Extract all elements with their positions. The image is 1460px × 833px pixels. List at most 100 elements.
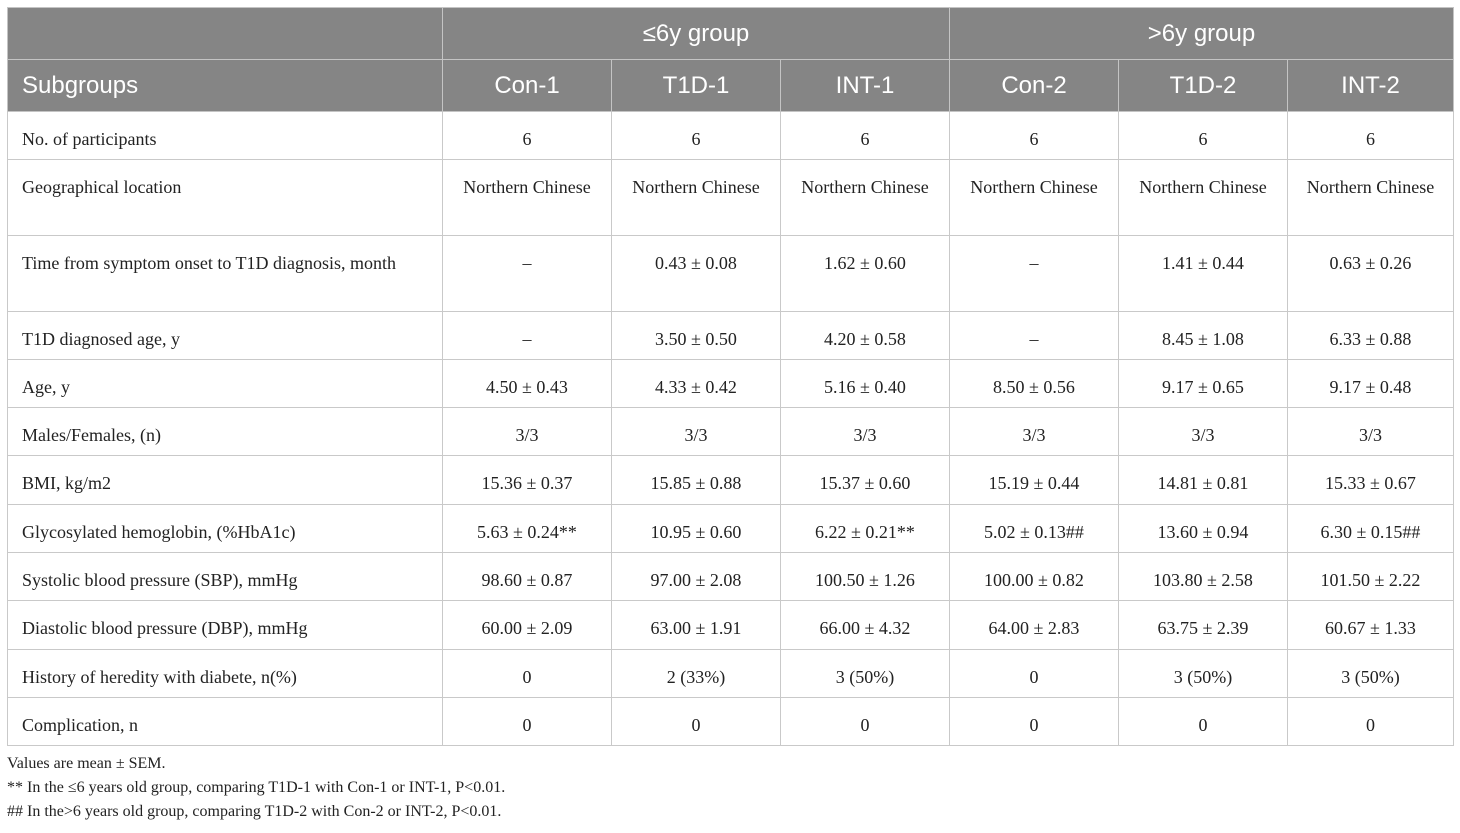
- table-cell: 9.17 ± 0.48: [1287, 359, 1454, 408]
- table-cell: 0.43 ± 0.08: [611, 235, 781, 312]
- row-label: No. of participants: [7, 111, 443, 160]
- column-header-row: Subgroups Con-1 T1D-1 INT-1 Con-2 T1D-2 …: [7, 59, 1454, 112]
- row-label: Complication, n: [7, 697, 443, 746]
- table-row: Age, y 4.50 ± 0.43 4.33 ± 0.42 5.16 ± 0.…: [7, 359, 1454, 408]
- row-label: History of heredity with diabete, n(%): [7, 649, 443, 698]
- column-header: INT-2: [1287, 59, 1454, 112]
- header-empty-cell: [7, 7, 443, 60]
- table-cell: 6: [949, 111, 1119, 160]
- table-cell: 5.63 ± 0.24**: [442, 504, 612, 553]
- table-cell: 3 (50%): [1287, 649, 1454, 698]
- table-cell: 3/3: [780, 407, 950, 456]
- row-label: Geographical location: [7, 159, 443, 236]
- table-cell: 63.00 ± 1.91: [611, 600, 781, 650]
- table-cell: 4.20 ± 0.58: [780, 311, 950, 360]
- table-cell: Northern Chinese: [442, 159, 612, 236]
- table-cell: 0: [442, 649, 612, 698]
- table-row: Geographical location Northern Chinese N…: [7, 159, 1454, 236]
- table-cell: 1.62 ± 0.60: [780, 235, 950, 312]
- table-cell: –: [442, 311, 612, 360]
- column-header: T1D-1: [611, 59, 781, 112]
- table-cell: Northern Chinese: [949, 159, 1119, 236]
- table-cell: 63.75 ± 2.39: [1118, 600, 1288, 650]
- table-cell: 9.17 ± 0.65: [1118, 359, 1288, 408]
- row-label: T1D diagnosed age, y: [7, 311, 443, 360]
- table-row: Males/Females, (n) 3/3 3/3 3/3 3/3 3/3 3…: [7, 407, 1454, 456]
- table-header: ≤6y group >6y group Subgroups Con-1 T1D-…: [7, 7, 1454, 112]
- column-header: Subgroups: [7, 59, 443, 112]
- table-cell: 2 (33%): [611, 649, 781, 698]
- table-cell: 6.30 ± 0.15##: [1287, 504, 1454, 553]
- table-cell: 3/3: [1287, 407, 1454, 456]
- table-row: Complication, n 0 0 0 0 0 0: [7, 697, 1454, 746]
- table-row: Glycosylated hemoglobin, (%HbA1c) 5.63 ±…: [7, 504, 1454, 553]
- row-label: BMI, kg/m2: [7, 455, 443, 505]
- table-cell: 3 (50%): [780, 649, 950, 698]
- footnote-over6: ## In the>6 years old group, comparing T…: [7, 803, 502, 820]
- group-header-under6: ≤6y group: [442, 7, 950, 60]
- group-header-row: ≤6y group >6y group: [7, 7, 1454, 60]
- table-cell: –: [949, 311, 1119, 360]
- table-cell: 60.67 ± 1.33: [1287, 600, 1454, 650]
- group-header-over6: >6y group: [949, 7, 1454, 60]
- row-label: Diastolic blood pressure (DBP), mmHg: [7, 600, 443, 650]
- column-header: Con-1: [442, 59, 612, 112]
- table-cell: 60.00 ± 2.09: [442, 600, 612, 650]
- table-body: No. of participants 6 6 6 6 6 6 Geograph…: [7, 111, 1454, 746]
- table-cell: 6: [780, 111, 950, 160]
- table-cell: 6.33 ± 0.88: [1287, 311, 1454, 360]
- table-cell: 1.41 ± 0.44: [1118, 235, 1288, 312]
- table-row: Time from symptom onset to T1D diagnosis…: [7, 235, 1454, 312]
- column-header: Con-2: [949, 59, 1119, 112]
- table-cell: 0: [1118, 697, 1288, 746]
- table-cell: 0.63 ± 0.26: [1287, 235, 1454, 312]
- table-cell: 15.85 ± 0.88: [611, 455, 781, 505]
- table-cell: 0: [780, 697, 950, 746]
- table-cell: 13.60 ± 0.94: [1118, 504, 1288, 553]
- table-row: Systolic blood pressure (SBP), mmHg 98.6…: [7, 552, 1454, 601]
- table-cell: 6: [1287, 111, 1454, 160]
- row-label: Males/Females, (n): [7, 407, 443, 456]
- table-cell: 6: [442, 111, 612, 160]
- table-cell: Northern Chinese: [1287, 159, 1454, 236]
- table-cell: 3/3: [1118, 407, 1288, 456]
- footnote-under6: ** In the ≤6 years old group, comparing …: [7, 779, 506, 796]
- row-label: Systolic blood pressure (SBP), mmHg: [7, 552, 443, 601]
- table-cell: 64.00 ± 2.83: [949, 600, 1119, 650]
- table-footnotes: Values are mean ± SEM. ** In the ≤6 year…: [7, 752, 1453, 824]
- row-label: Time from symptom onset to T1D diagnosis…: [7, 235, 443, 312]
- table-cell: 4.33 ± 0.42: [611, 359, 781, 408]
- table-cell: 15.33 ± 0.67: [1287, 455, 1454, 505]
- table-cell: 4.50 ± 0.43: [442, 359, 612, 408]
- table-cell: 100.00 ± 0.82: [949, 552, 1119, 601]
- table-cell: 15.37 ± 0.60: [780, 455, 950, 505]
- table-cell: 103.80 ± 2.58: [1118, 552, 1288, 601]
- table-cell: 3/3: [442, 407, 612, 456]
- table-row: BMI, kg/m2 15.36 ± 0.37 15.85 ± 0.88 15.…: [7, 455, 1454, 505]
- table-cell: 0: [442, 697, 612, 746]
- row-label: Glycosylated hemoglobin, (%HbA1c): [7, 504, 443, 553]
- table-cell: 101.50 ± 2.22: [1287, 552, 1454, 601]
- column-header: T1D-2: [1118, 59, 1288, 112]
- table-cell: 0: [949, 649, 1119, 698]
- table-cell: 6.22 ± 0.21**: [780, 504, 950, 553]
- table-cell: 98.60 ± 0.87: [442, 552, 612, 601]
- table-cell: 66.00 ± 4.32: [780, 600, 950, 650]
- table-cell: 6: [611, 111, 781, 160]
- participant-characteristics-table: ≤6y group >6y group Subgroups Con-1 T1D-…: [7, 7, 1454, 746]
- table-cell: Northern Chinese: [780, 159, 950, 236]
- row-label: Age, y: [7, 359, 443, 408]
- table-row: History of heredity with diabete, n(%) 0…: [7, 649, 1454, 698]
- table-cell: 3/3: [611, 407, 781, 456]
- table-cell: 8.50 ± 0.56: [949, 359, 1119, 408]
- table-cell: 3/3: [949, 407, 1119, 456]
- table-cell: –: [949, 235, 1119, 312]
- table-row: Diastolic blood pressure (DBP), mmHg 60.…: [7, 600, 1454, 650]
- table-row: No. of participants 6 6 6 6 6 6: [7, 111, 1454, 160]
- table-cell: 15.36 ± 0.37: [442, 455, 612, 505]
- table-cell: 3.50 ± 0.50: [611, 311, 781, 360]
- table-cell: 97.00 ± 2.08: [611, 552, 781, 601]
- table-container: ≤6y group >6y group Subgroups Con-1 T1D-…: [7, 7, 1454, 824]
- table-cell: 8.45 ± 1.08: [1118, 311, 1288, 360]
- table-cell: 0: [1287, 697, 1454, 746]
